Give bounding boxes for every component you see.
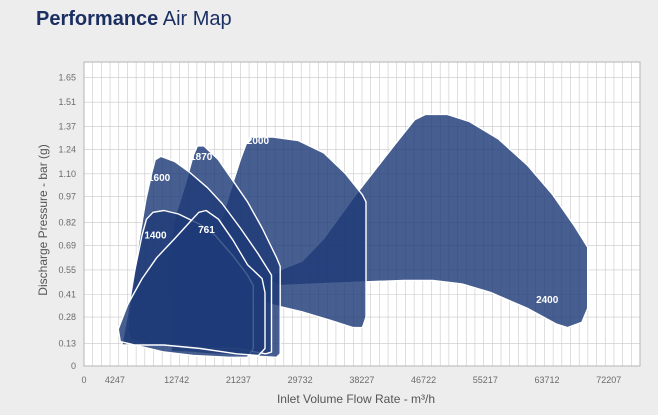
series-areas	[117, 113, 589, 358]
y-tick-label: 0.13	[58, 338, 76, 348]
y-tick-label: 0	[71, 361, 76, 371]
x-tick-label: 72207	[596, 375, 621, 385]
y-tick-label: 0.55	[58, 265, 76, 275]
y-tick-label: 1.51	[58, 97, 76, 107]
x-tick-label: 63712	[535, 375, 560, 385]
series-label-1600: 1600	[148, 173, 171, 184]
x-tick-label: 12742	[164, 375, 189, 385]
title-light: Air Map	[162, 8, 232, 30]
series-label-761: 761	[198, 225, 215, 236]
y-tick-label: 1.10	[58, 169, 76, 179]
series-label-2400: 2400	[536, 295, 559, 306]
y-tick-label: 0.82	[58, 218, 76, 228]
y-tick-label: 0.28	[58, 312, 76, 322]
series-label-2000: 2000	[247, 136, 270, 147]
chart-title: Performance Air Map	[36, 8, 232, 31]
x-tick-label: 55217	[473, 375, 498, 385]
x-tick-label: 46722	[411, 375, 436, 385]
y-axis-ticks: 0 0.13 0.28 0.41 0.55 0.69 0.82 0.97 1.10 1.24 1.3…	[58, 73, 76, 371]
y-tick-label: 1.37	[58, 122, 76, 132]
series-label-1870: 1870	[190, 152, 213, 163]
plot-frame	[83, 61, 641, 367]
y-axis-label: Discharge Pressure - bar (g)	[36, 144, 50, 295]
x-axis-ticks: 0 4247 12742 21237 29732 38227 46722 55217 63712…	[81, 375, 621, 385]
x-axis-label: Inlet Volume Flow Rate - m³/h	[277, 392, 435, 406]
x-tick-label: 21237	[226, 375, 251, 385]
series-labels: 2400 2000 1870 1600 1400 761	[144, 136, 558, 306]
y-tick-label: 1.24	[58, 144, 76, 154]
x-tick-label: 38227	[349, 375, 374, 385]
x-tick-label: 0	[81, 375, 86, 385]
y-tick-label: 0.69	[58, 240, 76, 250]
title-bold: Performance	[36, 8, 159, 30]
series-label-1400: 1400	[144, 230, 167, 241]
x-tick-label: 4247	[105, 375, 125, 385]
x-tick-label: 29732	[288, 375, 313, 385]
area-761	[117, 209, 266, 357]
y-tick-label: 1.65	[58, 73, 76, 83]
y-tick-label: 0.97	[58, 192, 76, 202]
y-tick-label: 0.41	[58, 289, 76, 299]
